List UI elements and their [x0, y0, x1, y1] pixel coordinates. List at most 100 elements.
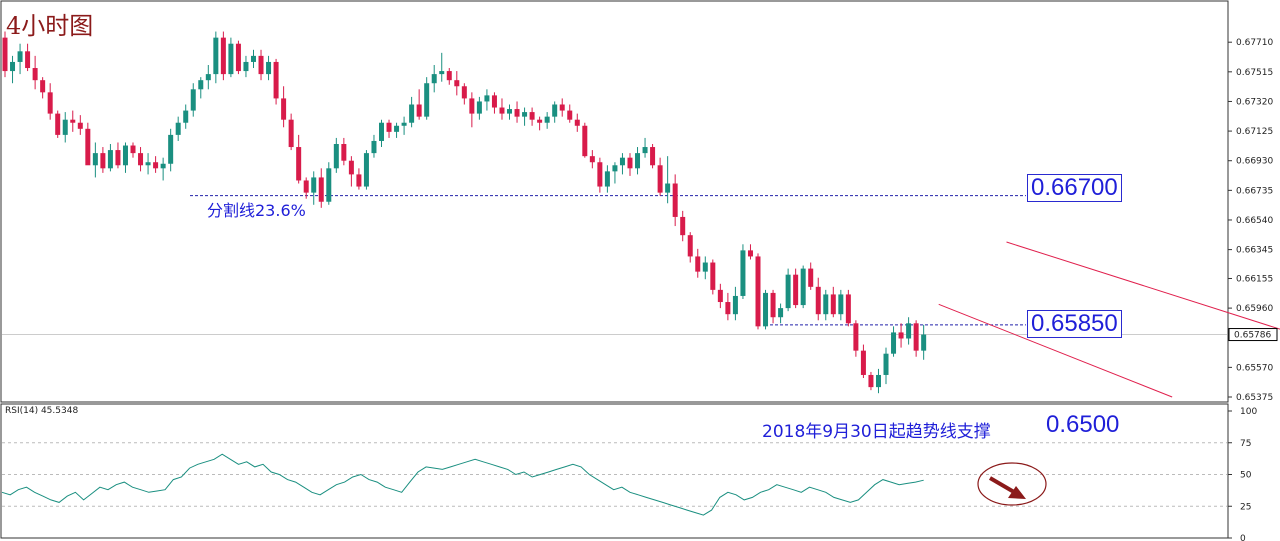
candle-body [687, 235, 693, 257]
candle-body [296, 147, 302, 181]
rsi-line [1, 453, 924, 516]
candle-body [537, 119, 543, 123]
down-arrow-icon [977, 462, 1047, 506]
candle-body [100, 153, 106, 169]
rsi-tick-label: 0 [1240, 534, 1246, 541]
candle-body [431, 74, 437, 84]
candle-body [409, 104, 415, 123]
trendline-support-label: 2018年9月30日起趋势线支撑 [762, 422, 991, 442]
candle-body [725, 302, 731, 315]
candle-body [371, 140, 377, 154]
candle-body [815, 286, 821, 315]
candle-body [160, 163, 166, 169]
candle-body [740, 250, 746, 296]
candle-body [122, 145, 128, 166]
candle-body [85, 128, 91, 166]
candle-body [650, 147, 656, 166]
candle-body [717, 289, 723, 303]
candle-body [770, 292, 776, 318]
candle-body [55, 113, 61, 135]
candle-body [574, 119, 580, 126]
fib-level-label: 分割线23.6% [207, 201, 306, 220]
candle-body [875, 374, 881, 388]
candle-body [582, 125, 588, 157]
candle-body [326, 168, 332, 202]
y-tick-label: 0.66345 [1236, 246, 1273, 256]
candle-body [732, 295, 738, 315]
candle-body [672, 183, 678, 217]
candle-body [228, 43, 234, 75]
candle-body [853, 323, 859, 351]
candle-body [348, 160, 354, 175]
candle-body [695, 256, 701, 272]
candle-body [153, 162, 159, 169]
candle-body [394, 125, 400, 132]
candle-body [341, 144, 347, 161]
candle-body [303, 180, 309, 193]
rsi-panel-frame [0, 403, 1229, 539]
candle-body [130, 145, 136, 154]
level-box-upper: 0.66700 [1027, 174, 1122, 202]
channel-upper [1006, 241, 1280, 330]
candle-body [333, 144, 339, 169]
candle-body [62, 119, 68, 135]
candle-body [567, 110, 573, 120]
price-axis: 0.67710 0.67515 0.67320 0.67125 0.66930 0.667… [1228, 38, 1278, 403]
y-tick-label: 0.65570 [1236, 363, 1273, 373]
rsi-tick-label: 100 [1240, 407, 1257, 417]
candle-body [138, 153, 144, 166]
candle-body [469, 98, 475, 114]
candle-body [386, 122, 392, 132]
chart-title: 4小时图 [6, 12, 94, 40]
trendline-support-value: 0.6500 [1046, 411, 1120, 438]
price-panel-frame [0, 0, 1229, 403]
y-tick-label: 0.66155 [1236, 274, 1273, 284]
candle-body [552, 104, 558, 117]
candle-body [10, 61, 16, 72]
candle-body [522, 112, 528, 117]
rsi-axis: 100 75 50 25 0 [1228, 407, 1257, 541]
candle-body [92, 153, 98, 166]
candle-body [446, 71, 452, 81]
price-plot [2, 31, 1280, 398]
rsi-indicator-label: RSI(14) 45.5348 [5, 406, 79, 416]
candle-body [604, 171, 610, 187]
candle-body [281, 98, 287, 120]
candle-body [793, 274, 799, 306]
candle-body [657, 165, 663, 193]
candle-body [499, 107, 505, 114]
y-tick-label: 0.65375 [1236, 393, 1273, 403]
candle-body [665, 183, 671, 193]
candle-body [190, 89, 196, 111]
rsi-tick-label: 50 [1240, 471, 1252, 481]
candle-body [507, 109, 513, 114]
y-tick-label: 0.67125 [1236, 127, 1273, 137]
candle-body [635, 153, 641, 169]
candle-body [747, 250, 753, 257]
candle-body [168, 134, 174, 164]
y-tick-label: 0.67710 [1236, 38, 1273, 48]
candle-body [70, 119, 76, 123]
y-tick-label: 0.66540 [1236, 216, 1273, 226]
candle-body [205, 74, 211, 81]
candle-body [183, 110, 189, 123]
rsi-tick-label: 25 [1240, 502, 1251, 512]
candle-body [838, 294, 844, 315]
candle-body [710, 262, 716, 290]
candle-body [702, 262, 708, 272]
candle-body [484, 95, 490, 102]
candle-body [47, 92, 53, 114]
candle-body [2, 37, 8, 72]
candle-body [785, 274, 791, 309]
candle-body [680, 216, 686, 236]
candle-body [213, 37, 219, 75]
candle-body [461, 86, 467, 99]
candle-body [906, 323, 912, 339]
candle-body [589, 156, 595, 163]
y-tick-label: 0.65960 [1236, 304, 1273, 314]
y-tick-label: 0.66930 [1236, 157, 1273, 167]
candle-body [439, 71, 445, 75]
y-tick-label: 0.67320 [1236, 97, 1273, 107]
candle-body [913, 323, 919, 351]
